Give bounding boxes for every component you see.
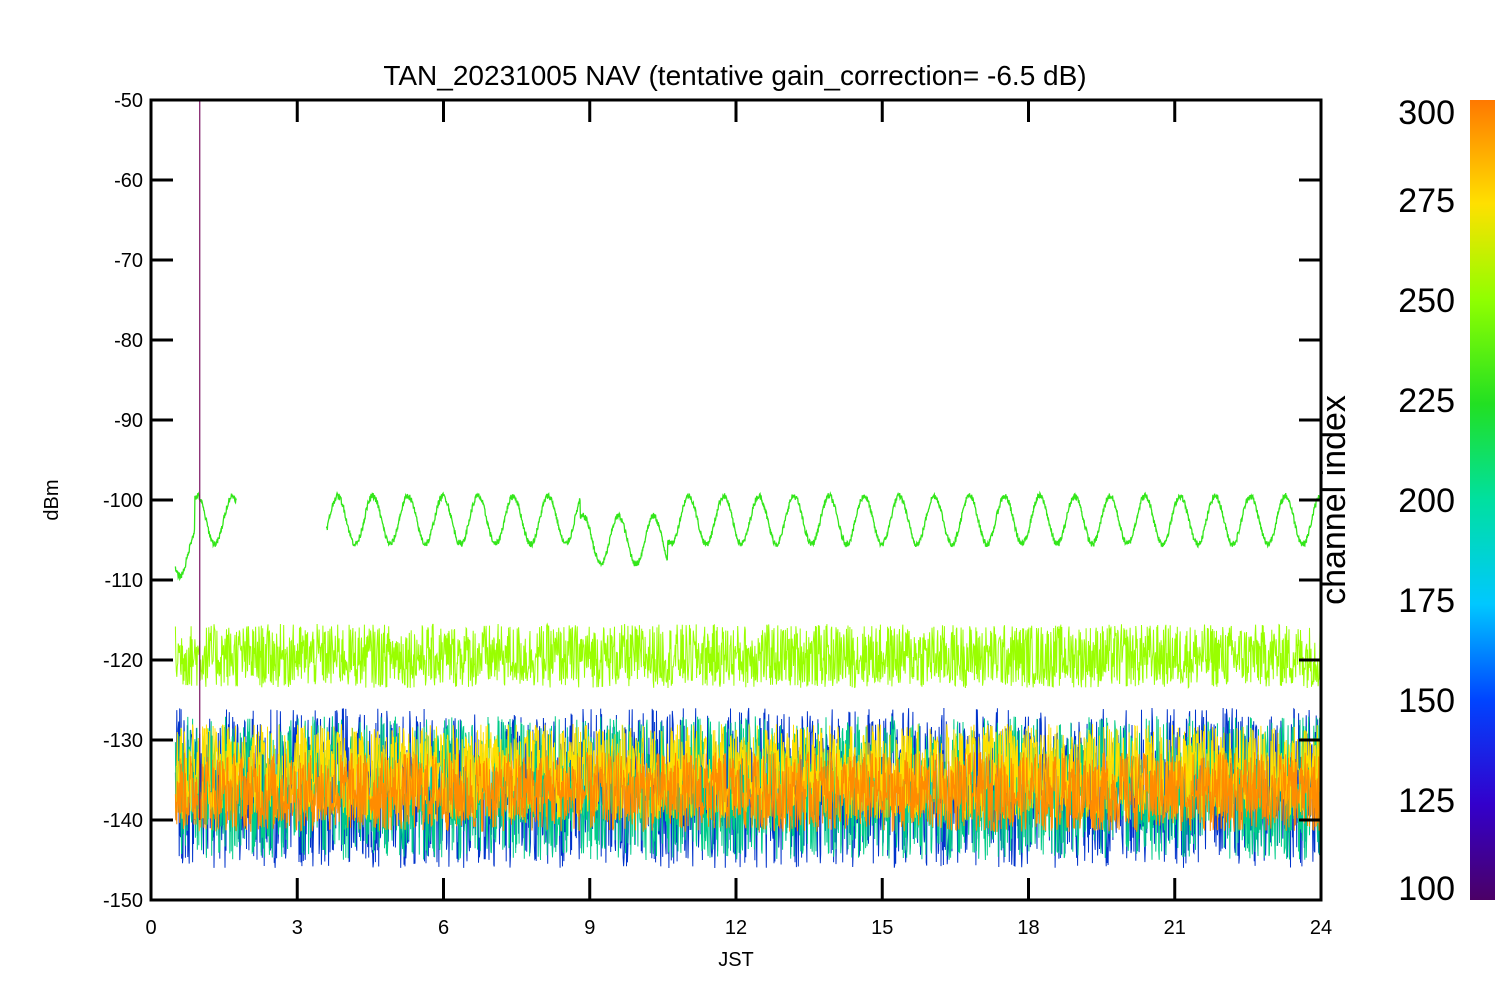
series-ch200: [174, 716, 1321, 861]
plot-area: [174, 100, 1321, 869]
y-tick-label: -90: [114, 410, 143, 432]
chart-title: TAN_20231005 NAV (tentative gain_correct…: [383, 60, 1086, 91]
series-ch240-a: [174, 491, 237, 582]
y-tick-label: -150: [103, 890, 143, 912]
x-tick-label: 0: [145, 917, 156, 939]
y-axis-label: dBm: [41, 479, 63, 520]
y-tick-label: -130: [103, 730, 143, 752]
x-tick-label: 15: [871, 917, 893, 939]
series-ch260: [174, 622, 1321, 689]
series-ch295: [174, 751, 1321, 833]
x-axis: 0 3 6 9 12 15 18 21 24: [145, 100, 1332, 939]
colorbar-tick-label: 250: [1398, 282, 1455, 320]
x-tick-label: 21: [1164, 917, 1186, 939]
x-tick-label: 3: [292, 917, 303, 939]
colorbar-tick-label: 175: [1398, 582, 1455, 620]
x-tick-label: 6: [438, 917, 449, 939]
y-axis: -50 -60 -70 -80 -90 -100 -110 -120 -130 -140 -150: [103, 90, 1321, 912]
colorbar-label: channel index: [1315, 395, 1353, 605]
y-tick-label: -70: [114, 250, 143, 272]
y-tick-label: -140: [103, 810, 143, 832]
y-tick-label: -60: [114, 170, 143, 192]
colorbar-tick-label: 125: [1398, 782, 1455, 820]
series-ch280: [174, 723, 1321, 821]
series-ch240-b: [325, 490, 1321, 568]
colorbar-ticks: 300 275 250 225 200 175 150 125 100: [1398, 94, 1455, 908]
colorbar-tick-label: 300: [1398, 94, 1455, 132]
x-axis-label: JST: [718, 949, 754, 971]
colorbar-tick-label: 200: [1398, 482, 1455, 520]
x-tick-label: 12: [725, 917, 747, 939]
x-tick-label: 9: [584, 917, 595, 939]
colorbar-tick-label: 100: [1398, 870, 1455, 908]
colorbar-tick-label: 150: [1398, 682, 1455, 720]
y-tick-label: -100: [103, 490, 143, 512]
colorbar-tick-label: 225: [1398, 382, 1455, 420]
y-tick-label: -50: [114, 90, 143, 112]
colorbar-tick-label: 275: [1398, 182, 1455, 220]
y-tick-label: -80: [114, 330, 143, 352]
colorbar: [1470, 100, 1495, 900]
y-tick-label: -120: [103, 650, 143, 672]
x-tick-label: 24: [1310, 917, 1332, 939]
y-tick-label: -110: [104, 570, 143, 592]
x-tick-label: 18: [1017, 917, 1039, 939]
